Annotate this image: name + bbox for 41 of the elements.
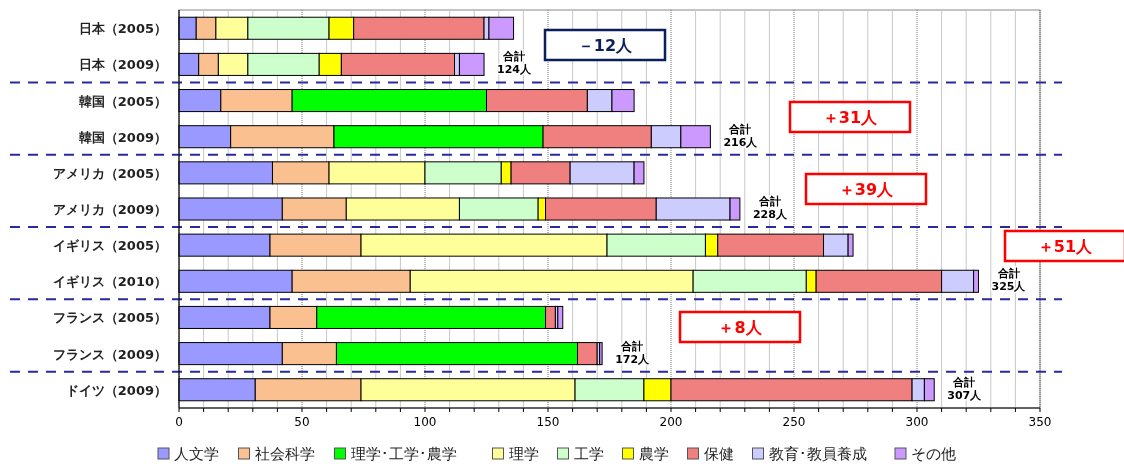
legend-label: その他 [911,445,956,463]
x-tick-label: 100 [413,415,437,429]
y-tick-label: 韓国（2009） [78,129,167,145]
x-tick-label: 0 [175,415,183,429]
x-tick-label: 200 [659,415,683,429]
y-tick-label: ドイツ（2009） [65,382,167,398]
annotation: 合計 216人 [723,122,759,149]
x-tick-label: 250 [782,415,806,429]
y-tick-label: 韓国（2005） [78,93,167,109]
legend-label: 農学 [638,445,669,463]
annotation: 合計 307人 [947,375,983,402]
y-tick-label: アメリカ（2005） [52,165,167,181]
y-tick-label: フランス（2005） [52,310,167,326]
annotation: 合計 325人 [991,267,1027,294]
bar [557,305,564,329]
annotation: ＋51人 [1037,237,1094,256]
y-tick-label: イギリス（2010） [52,274,167,290]
annotation: －12人 [577,36,634,55]
y-tick-label: アメリカ（2009） [52,202,167,217]
annotation: 合計 228人 [752,195,788,221]
x-tick-label: 150 [536,415,560,429]
legend-label: 理学･工学･農学 [350,445,457,463]
legend-label: 人文学 [174,445,219,463]
y-tick-label: フランス（2009） [52,346,167,362]
legend-label: 理学 [508,445,539,463]
annotation: ＋31人 [822,108,879,127]
legend-label: 社会科学 [254,445,315,463]
x-tick-label: 50 [294,415,310,429]
annotation: ＋8人 [718,318,763,337]
y-tick-label: イギリス（2005） [52,238,167,254]
legend-label: 教育･教員養成 [768,445,867,463]
annotation: 合計 172人 [615,339,651,366]
y-tick-label: 日本（2005） [78,21,167,37]
legend-label: 工学 [573,445,604,463]
bar [458,52,485,76]
x-tick-label: 350 [1028,415,1052,429]
annotation: 合計 124人 [497,50,533,77]
legend-label: 保健 [703,445,734,463]
annotation: ＋39人 [838,180,895,199]
x-tick-label: 300 [905,415,929,429]
y-tick-label: 日本（2009） [78,57,167,73]
